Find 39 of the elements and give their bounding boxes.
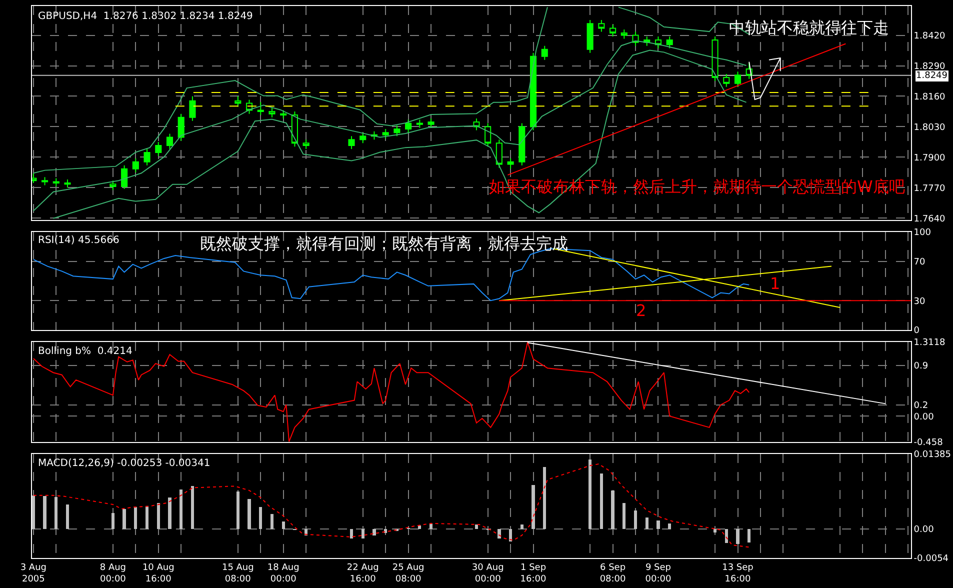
x-tick-label: 25 Aug 08:00 [392,562,424,584]
annotation: 1 [770,274,780,293]
y-tick-label: 1.7640 [914,214,946,224]
y-tick-label: 30 [914,296,926,307]
y-tick-label: 1.7770 [914,184,946,194]
x-tick-label: 9 Sep 00:00 [645,562,672,584]
y-tick-label: 1.8290 [914,62,946,72]
chart-title: Bolling b% 0.4214 [38,346,132,357]
x-tick-label: 13 Sep 16:00 [722,562,754,584]
x-tick-label: 10 Aug 16:00 [142,562,174,584]
x-tick-label: 8 Aug 00:00 [100,562,126,584]
y-tick-label: 1.8420 [914,31,946,42]
y-tick-label: 0 [914,326,920,336]
text: MACD(12,26,9) -0.00253 -0.00341 [38,458,210,469]
ref-line-label: 1.8249 [916,71,948,81]
y-tick-label: 0.00 [914,412,934,422]
x-tick-label: 22 Aug 16:00 [346,562,379,584]
y-tick-label: 0.9 [914,361,928,372]
y-tick-label: 1.7900 [914,153,946,164]
y-tick-label: -0.0054 [914,554,949,564]
x-tick-label: 15 Aug 08:00 [222,562,254,584]
annotation: 2 [636,301,646,320]
text: GBPUSD,H4 1.8276 1.8302 1.8234 1.8249 [38,11,253,22]
y-tick-label: 0.01385 [914,450,952,460]
y-tick-label: 1.3118 [914,338,946,348]
y-tick-label: 0.2 [914,400,928,411]
y-tick-label: 1.8160 [914,92,946,102]
x-tick-label: 3 Aug 2005 [20,562,47,584]
x-tick-label: 6 Sep 08:00 [600,562,626,584]
y-tick-label: 0.00 [914,524,934,535]
annotation: 既然破支撑，就得有回测；既然有背离，就得去完成 [200,234,568,253]
y-tick-label: 1.8030 [914,122,946,133]
y-tick-label: -0.458 [914,438,944,448]
y-tick-label: 100 [914,228,932,238]
x-tick-label: 18 Aug 00:00 [267,562,300,584]
x-tick-label: 1 Sep 16:00 [520,562,547,584]
chart-title: RSI(14) 45.5666 [38,235,120,246]
x-tick-label: 30 Aug 00:00 [472,562,504,584]
y-tick-label: 70 [914,258,926,268]
